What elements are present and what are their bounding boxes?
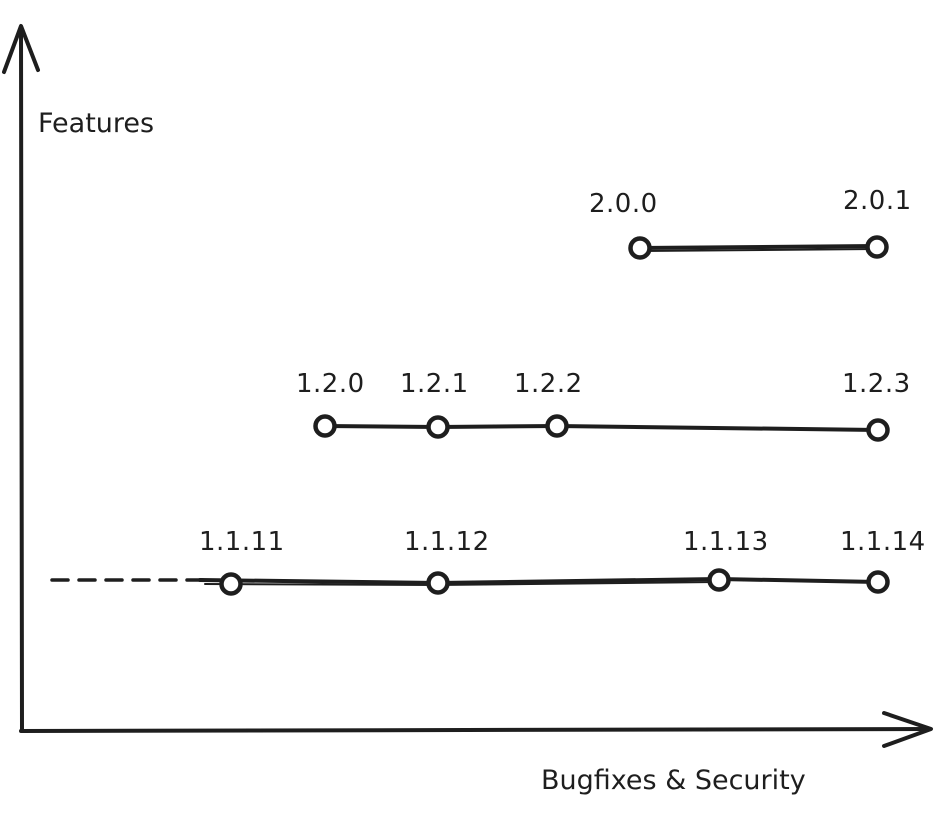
version-label-1-2-2: 1.2.2 xyxy=(514,369,583,399)
version-label-1-1-14: 1.1.14 xyxy=(840,527,926,557)
version-label-1-1-12: 1.1.12 xyxy=(404,527,490,557)
y-axis-line xyxy=(19,26,24,733)
version-label-2-0-1: 2.0.1 xyxy=(843,186,912,216)
release-line-2-0-connector-sketch xyxy=(641,248,876,252)
release-line-2-0-connector xyxy=(638,244,879,250)
x-axis-arrowhead xyxy=(882,711,933,748)
version-label-1-2-3: 1.2.3 xyxy=(842,369,911,399)
release-line-2-0: 2.0.0 2.0.1 xyxy=(589,186,912,260)
version-node-1-2-1 xyxy=(426,415,450,439)
x-axis xyxy=(19,711,933,748)
version-node-1-1-14 xyxy=(866,570,890,594)
release-line-1-1-connector xyxy=(198,577,880,585)
version-label-1-2-0: 1.2.0 xyxy=(296,369,365,399)
version-label-1-1-11: 1.1.11 xyxy=(199,527,285,557)
version-node-2-0-0 xyxy=(628,236,652,260)
release-line-1-1: 1.1.11 1.1.12 1.1.13 1.1.14 xyxy=(50,527,926,596)
version-node-1-1-12 xyxy=(426,571,450,595)
y-axis-label: Features xyxy=(38,108,154,139)
version-label-1-2-1: 1.2.1 xyxy=(400,369,469,399)
release-line-1-2-connector xyxy=(323,424,880,432)
version-label-1-1-13: 1.1.13 xyxy=(683,527,769,557)
x-axis-line xyxy=(19,727,932,733)
version-node-1-1-13 xyxy=(707,568,731,592)
version-node-1-2-2 xyxy=(545,414,569,438)
y-axis xyxy=(2,24,40,733)
release-line-1-2: 1.2.0 1.2.1 1.2.2 1.2.3 xyxy=(296,369,911,442)
version-node-1-2-0 xyxy=(313,414,337,438)
version-label-2-0-0: 2.0.0 xyxy=(589,189,658,219)
x-axis-label: Bugfixes & Security xyxy=(541,765,806,796)
version-node-1-2-3 xyxy=(866,418,890,442)
y-axis-arrowhead xyxy=(2,24,40,74)
version-node-2-0-1 xyxy=(865,235,889,259)
version-node-1-1-11 xyxy=(219,572,243,596)
